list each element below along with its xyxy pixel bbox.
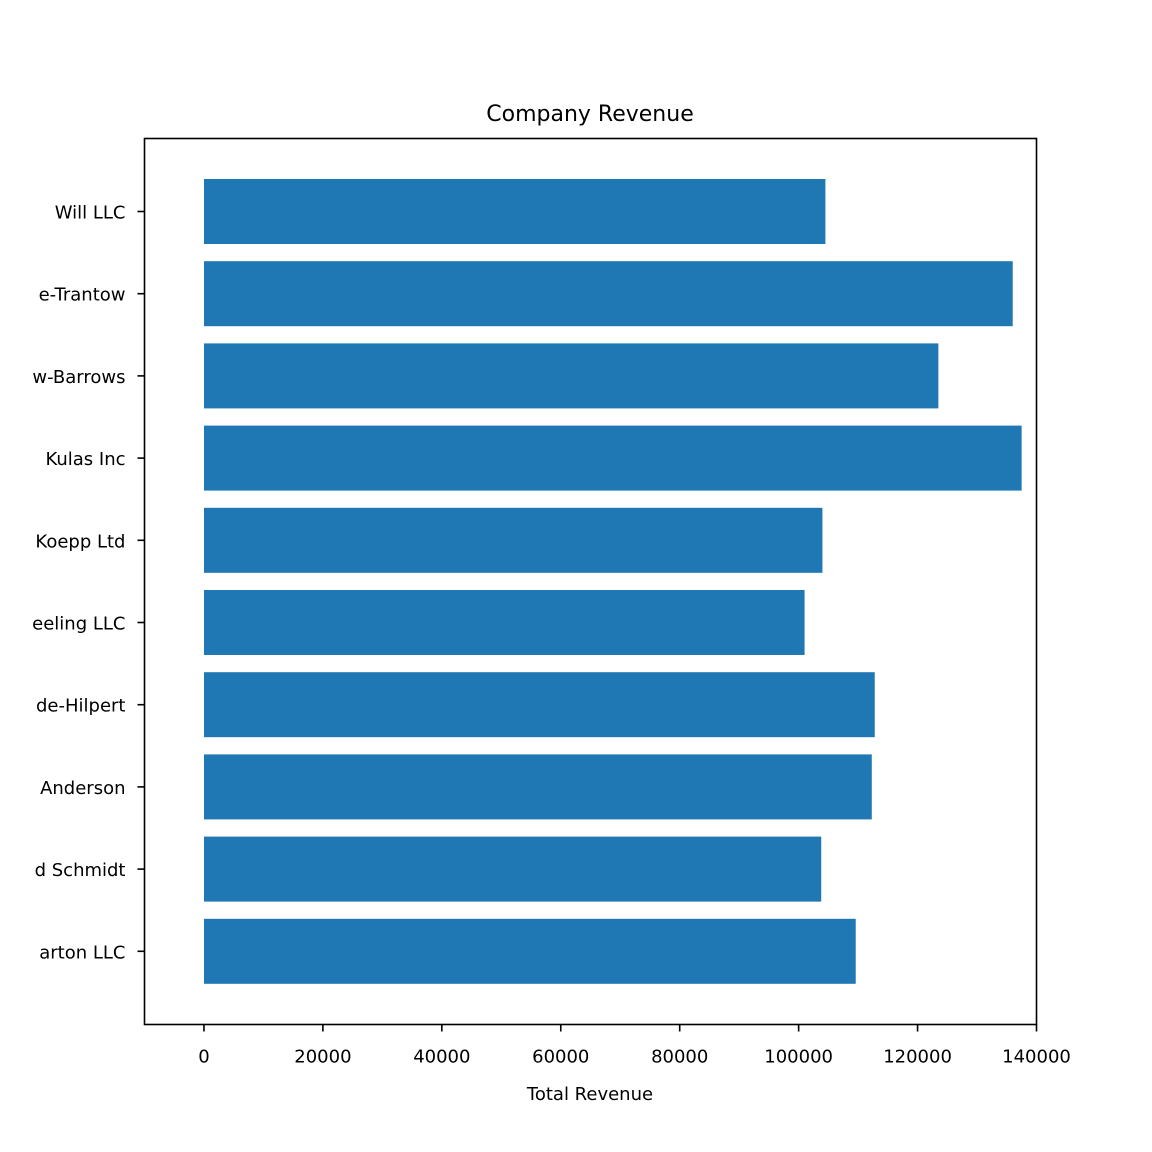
y-tick-label: arton LLC bbox=[39, 942, 125, 963]
x-tick-label: 40000 bbox=[413, 1047, 470, 1068]
x-tick-label: 0 bbox=[198, 1047, 209, 1068]
chart-title: Company Revenue bbox=[486, 102, 693, 127]
y-tick-label: Kulas Inc bbox=[45, 449, 125, 470]
x-axis-label: Total Revenue bbox=[526, 1084, 653, 1105]
y-tick-label: e-Trantow bbox=[39, 285, 126, 306]
bar bbox=[203, 836, 822, 902]
x-tick-label: 140000 bbox=[1002, 1047, 1071, 1068]
bar bbox=[203, 672, 875, 738]
x-tick-label: 120000 bbox=[883, 1047, 952, 1068]
bar bbox=[203, 918, 856, 984]
y-axis-ticks: Will LLC e-Trantow w-Barrows Kulas Inc Koepp… bbox=[32, 203, 145, 963]
bar bbox=[203, 425, 1022, 491]
bar bbox=[203, 507, 823, 573]
x-axis-ticks: 0 20000 40000 60000 80000 100000 120000 140000 bbox=[198, 1024, 1071, 1068]
bar bbox=[203, 590, 805, 655]
y-tick-label: w-Barrows bbox=[32, 367, 125, 388]
x-tick-label: 100000 bbox=[764, 1047, 833, 1068]
y-tick-label: eeling LLC bbox=[32, 614, 125, 635]
y-tick-label: Koepp Ltd bbox=[35, 531, 125, 552]
bar bbox=[203, 261, 1013, 327]
x-tick-label: 20000 bbox=[294, 1047, 351, 1068]
y-tick-label: Will LLC bbox=[55, 203, 126, 224]
x-tick-label: 60000 bbox=[532, 1047, 589, 1068]
bars-group bbox=[203, 179, 1022, 984]
y-tick-label: de-Hilpert bbox=[36, 696, 126, 717]
plot-frame bbox=[143, 137, 1038, 1026]
bar bbox=[203, 343, 939, 409]
y-tick-label: Anderson bbox=[40, 778, 125, 799]
x-tick-label: 80000 bbox=[651, 1047, 708, 1068]
bar bbox=[203, 754, 872, 820]
y-tick-label: d Schmidt bbox=[35, 860, 126, 881]
bar bbox=[203, 179, 826, 244]
